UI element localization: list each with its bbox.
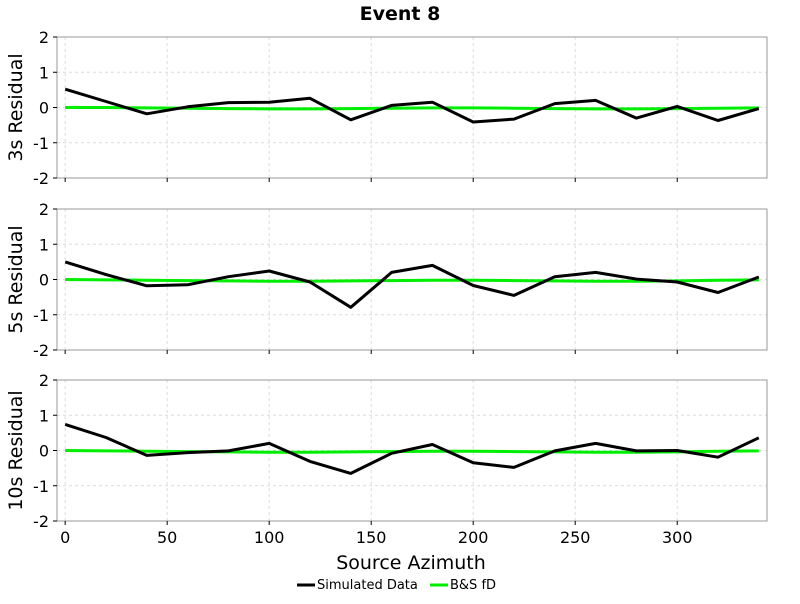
- y-tick-label: -1: [33, 134, 49, 153]
- x-tick-label: 200: [458, 528, 489, 547]
- legend-label: B&S fD: [450, 578, 496, 593]
- series-line: [64, 422, 760, 475]
- y-axis-label: 5s Residual: [5, 225, 27, 333]
- x-tick-label: 150: [356, 528, 387, 547]
- panel-2: 2 1 0 -1 -2 5s Residual: [5, 200, 768, 360]
- x-tick-label: 0: [60, 528, 70, 547]
- y-tick-label: 1: [39, 406, 49, 425]
- panel-1: 2 1 0 -1 -2 3s Residual: [5, 28, 768, 188]
- y-tick-label: 2: [39, 371, 49, 390]
- x-axis-label: Source Azimuth: [336, 552, 486, 574]
- y-tick-label: 2: [39, 200, 49, 219]
- x-tick-label: 300: [662, 528, 693, 547]
- y-tick-label: -1: [33, 306, 49, 325]
- series-line: [64, 87, 760, 124]
- y-tick-label: -2: [33, 169, 49, 188]
- panel-3: 2 1 0 -1 -2 10s Residual: [5, 371, 768, 531]
- series-line: [65, 278, 759, 283]
- x-tick-label: 50: [157, 528, 177, 547]
- y-tick-label: 0: [39, 271, 49, 290]
- y-axis-label: 3s Residual: [5, 53, 27, 161]
- series-line: [64, 260, 760, 309]
- chart-title: Event 8: [360, 3, 441, 25]
- x-axis: 0 50 100 150 200 250 300: [60, 528, 692, 547]
- y-tick-label: 1: [39, 235, 49, 254]
- y-tick-label: -2: [33, 341, 49, 360]
- y-tick-label: 0: [39, 442, 49, 461]
- y-axis-label: 10s Residual: [5, 390, 27, 510]
- y-tick-label: 1: [39, 63, 49, 82]
- y-tick-label: -2: [33, 512, 49, 531]
- legend-label: Simulated Data: [317, 578, 418, 593]
- y-tick-label: 0: [39, 99, 49, 118]
- x-tick-label: 100: [254, 528, 285, 547]
- x-tick-label: 250: [560, 528, 591, 547]
- y-tick-label: 2: [39, 28, 49, 47]
- chart-legend: Simulated Data B&S fD: [297, 578, 496, 593]
- y-tick-label: -1: [33, 477, 49, 496]
